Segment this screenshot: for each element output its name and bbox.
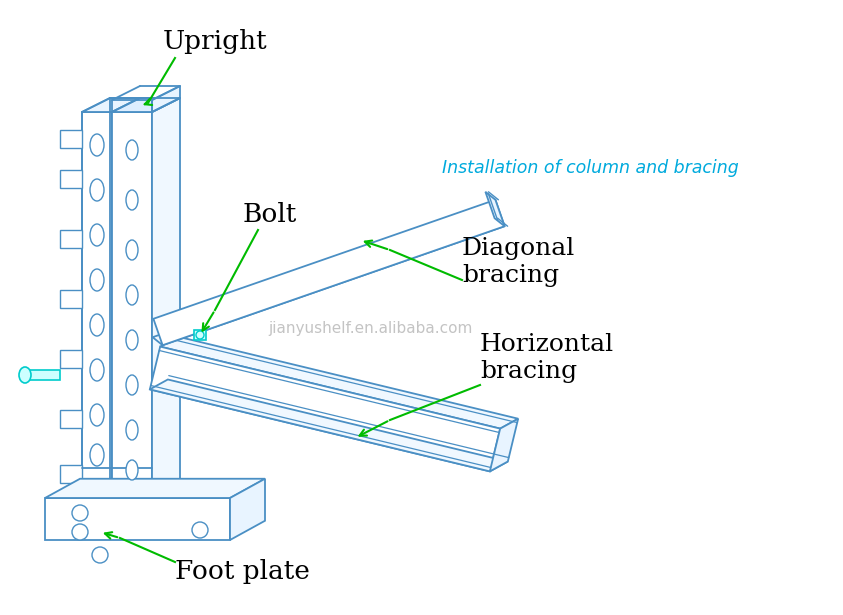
Text: Installation of column and bracing: Installation of column and bracing: [442, 159, 738, 177]
Ellipse shape: [19, 367, 31, 383]
Circle shape: [192, 522, 208, 538]
Polygon shape: [22, 370, 60, 380]
Polygon shape: [82, 112, 112, 498]
Ellipse shape: [126, 375, 138, 395]
Ellipse shape: [90, 359, 104, 381]
Ellipse shape: [126, 190, 138, 210]
Polygon shape: [112, 112, 152, 498]
Ellipse shape: [90, 314, 104, 336]
Ellipse shape: [126, 285, 138, 305]
Ellipse shape: [90, 179, 104, 201]
Polygon shape: [152, 98, 180, 498]
Polygon shape: [150, 347, 500, 471]
Ellipse shape: [126, 140, 138, 160]
Polygon shape: [60, 130, 82, 148]
Polygon shape: [60, 350, 82, 368]
Polygon shape: [230, 478, 265, 540]
Polygon shape: [45, 498, 230, 540]
Polygon shape: [60, 465, 82, 483]
Polygon shape: [60, 230, 82, 248]
Text: Bolt: Bolt: [243, 202, 298, 228]
Ellipse shape: [126, 240, 138, 260]
Circle shape: [72, 505, 88, 521]
Polygon shape: [60, 170, 82, 188]
Polygon shape: [150, 379, 507, 471]
Ellipse shape: [90, 269, 104, 291]
Polygon shape: [153, 200, 505, 345]
Polygon shape: [153, 218, 505, 345]
Ellipse shape: [90, 134, 104, 156]
Polygon shape: [60, 290, 82, 308]
Polygon shape: [82, 98, 140, 112]
Polygon shape: [486, 192, 505, 226]
Ellipse shape: [126, 420, 138, 440]
Ellipse shape: [90, 404, 104, 426]
Ellipse shape: [90, 224, 104, 246]
Polygon shape: [45, 478, 265, 498]
Circle shape: [92, 547, 108, 563]
Ellipse shape: [196, 331, 204, 339]
Text: Foot plate: Foot plate: [175, 560, 310, 584]
Text: Upright: Upright: [163, 30, 267, 55]
Polygon shape: [490, 419, 518, 471]
Polygon shape: [112, 98, 180, 112]
Polygon shape: [194, 330, 206, 340]
Polygon shape: [152, 86, 180, 112]
Polygon shape: [60, 410, 82, 428]
Ellipse shape: [90, 444, 104, 466]
Circle shape: [72, 524, 88, 540]
Text: Diagonal
bracing: Diagonal bracing: [462, 237, 575, 287]
Text: jianyushelf.en.alibaba.com: jianyushelf.en.alibaba.com: [268, 320, 472, 336]
Ellipse shape: [126, 330, 138, 350]
Ellipse shape: [126, 460, 138, 480]
Text: Horizontal
bracing: Horizontal bracing: [480, 333, 614, 383]
Polygon shape: [160, 337, 518, 429]
